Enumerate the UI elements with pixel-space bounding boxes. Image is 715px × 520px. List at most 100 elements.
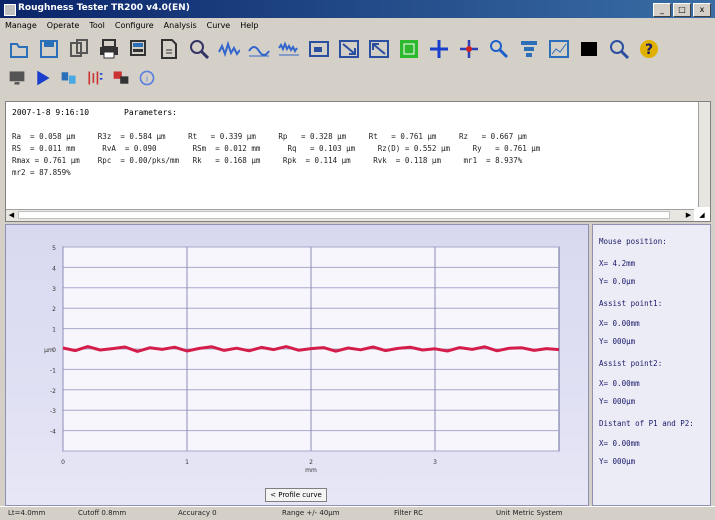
copy-button[interactable] (66, 36, 92, 62)
help-icon: ? (640, 40, 658, 58)
zoom-icon (190, 40, 210, 60)
zoom-out-icon (369, 40, 389, 58)
scroll-left-arrow-icon[interactable]: ◀ (8, 211, 15, 219)
vertical-scrollbar[interactable] (698, 102, 710, 207)
save-file-icon (40, 40, 58, 58)
x-tick-label: 1 (185, 459, 189, 466)
svg-text:i: i (146, 73, 148, 83)
assist-point2-x: X= 0.00mm (599, 379, 640, 388)
transfer-icon (61, 72, 76, 84)
cursor-info-pane: Mouse position: X= 4.2mm Y= 0.0µm Assist… (592, 224, 711, 506)
secondary-toolbar: i (6, 67, 158, 89)
zoom-out-button[interactable] (366, 36, 392, 62)
parameter-row: mr2 = 87.859% (12, 168, 71, 177)
assist-point2-title: Assist point2: (599, 359, 663, 368)
y-tick-label: -4 (50, 429, 56, 436)
open-file-icon (10, 43, 28, 58)
play-button[interactable] (32, 67, 54, 89)
green-grid-icon (400, 40, 418, 58)
cross-cursor-red-button[interactable] (456, 36, 482, 62)
zoom-window-icon (309, 41, 329, 57)
scrollbar-thumb[interactable] (18, 211, 670, 219)
profile-curve-button[interactable]: < Profile curve (265, 488, 327, 502)
info-icon: i (139, 70, 155, 86)
zoom-button[interactable] (186, 36, 212, 62)
y-tick-label: 1 (52, 327, 56, 334)
y-axis-label: µm (44, 347, 54, 354)
open-file-button[interactable] (6, 36, 32, 62)
y-tick-label: -1 (50, 367, 56, 374)
y-tick-label: 0 (52, 347, 56, 354)
filter-icon (521, 41, 537, 57)
menu-manage[interactable]: Manage (5, 21, 37, 30)
transfer-button[interactable] (58, 67, 80, 89)
info-button[interactable]: i (136, 67, 158, 89)
save-file-button[interactable] (36, 36, 62, 62)
minimize-button[interactable]: _ (653, 3, 671, 17)
parameter-row: Ra = 0.058 µm R3z = 0.584 µm Rt = 0.339 … (12, 132, 527, 141)
status-bar: Lt=4.0mm Cutoff 0.8mm Accuracy 0 Range +… (0, 506, 715, 520)
zoom-window-button[interactable] (306, 36, 332, 62)
measure-button[interactable] (486, 36, 512, 62)
monitor-button[interactable] (6, 67, 28, 89)
menu-analysis[interactable]: Analysis (163, 21, 197, 30)
zoom-in-icon (339, 40, 359, 58)
status-unit: Unit Metric System (496, 509, 563, 517)
black-box-button[interactable] (576, 36, 602, 62)
filter-button[interactable] (516, 36, 542, 62)
chart-button[interactable] (546, 36, 572, 62)
page-setup-button[interactable] (156, 36, 182, 62)
assist-point1-y: Y= 000µm (599, 337, 636, 346)
parameter-row: Rmax = 0.761 µm Rpc = 0.00/pks/mm Rk = 0… (12, 156, 523, 165)
svg-text:?: ? (645, 42, 653, 58)
copy-icon (70, 39, 88, 57)
x-axis-label: mm (305, 467, 317, 474)
cross-cursor-button[interactable] (426, 36, 452, 62)
channels-button[interactable] (84, 67, 106, 89)
resize-grip-icon[interactable]: ◢ (699, 211, 705, 219)
status-cutoff: Cutoff 0.8mm (78, 509, 127, 517)
curve-profile-button[interactable] (276, 36, 302, 62)
y-tick-label: 4 (52, 265, 56, 272)
horizontal-scrollbar[interactable]: ◀ ▶ (6, 209, 694, 221)
computer-icon (113, 71, 129, 84)
window-controls: _ □ x (653, 3, 711, 17)
menu-tool[interactable]: Tool (89, 21, 105, 30)
print-preview-icon (130, 40, 146, 56)
search-button[interactable] (606, 36, 632, 62)
mouse-position-title: Mouse position: (599, 237, 667, 246)
status-length: Lt=4.0mm (8, 509, 46, 517)
close-button[interactable]: x (693, 3, 711, 17)
print-preview-button[interactable] (126, 36, 152, 62)
curve-rough-button[interactable] (216, 36, 242, 62)
curve-wave-button[interactable] (246, 36, 272, 62)
curve-wave-icon (248, 46, 270, 57)
status-filter: Filter RC (394, 509, 423, 517)
x-tick-label: 2 (309, 459, 313, 466)
measurement-timestamp: 2007-1-8 9:16:10 (12, 108, 90, 117)
title-bar: Roughness Tester TR200 v4.0(EN) _ □ x (0, 0, 715, 18)
menu-operate[interactable]: Operate (46, 21, 80, 30)
monitor-icon (9, 71, 25, 85)
chart-icon (549, 40, 569, 58)
computer-button[interactable] (110, 67, 132, 89)
menu-help[interactable]: Help (240, 21, 259, 30)
zoom-in-button[interactable] (336, 36, 362, 62)
parameters-label: Parameters: (124, 108, 177, 117)
y-tick-label: -3 (50, 408, 56, 415)
search-icon (610, 40, 630, 60)
green-grid-button[interactable] (396, 36, 422, 62)
scroll-right-arrow-icon[interactable]: ▶ (685, 211, 692, 219)
distance-title: Distant of P1 and P2: (599, 419, 694, 428)
menu-curve[interactable]: Curve (206, 21, 231, 30)
menu-configure[interactable]: Configure (114, 21, 154, 30)
cross-cursor-icon (430, 40, 448, 58)
curve-profile-icon (278, 41, 299, 56)
black-box-icon (581, 42, 597, 56)
profile-series-line (62, 345, 560, 353)
profile-chart[interactable]: 5 4 3 2 1 0 -1 -2 -3 -4 0 1 2 3 µm mm (6, 225, 588, 487)
maximize-button[interactable]: □ (673, 3, 691, 17)
print-button[interactable] (96, 36, 122, 62)
help-button[interactable]: ? (636, 36, 662, 62)
y-tick-label: 2 (52, 306, 56, 313)
